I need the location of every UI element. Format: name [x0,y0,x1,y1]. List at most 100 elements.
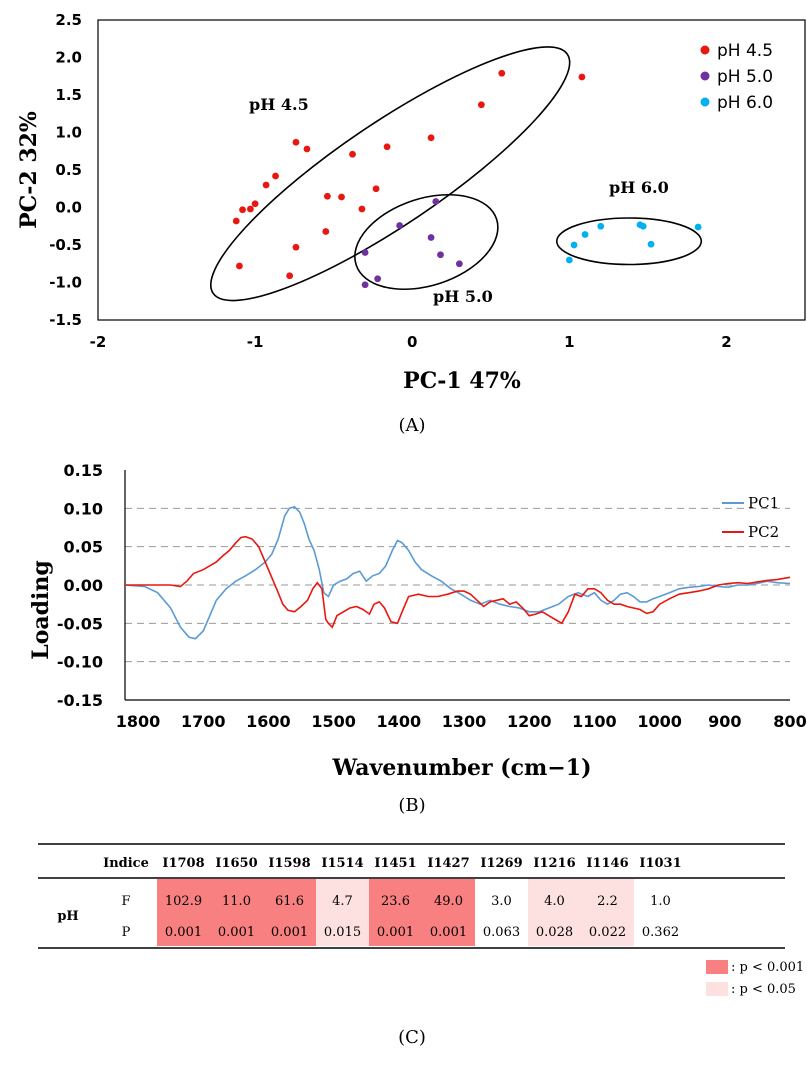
table-cell: 1.0 [650,894,671,909]
y-tick-label-a: -1.0 [49,274,82,292]
scatter-point [239,206,246,214]
significance-cell [316,879,369,946]
legend-a: pH 4.5 pH 5.0 pH 6.0 [700,41,773,113]
scatter-point [272,172,279,180]
legend-label: pH 6.0 [717,93,773,113]
table-column-header: I1269 [480,856,522,871]
scatter-point [427,134,435,142]
x-tick-label-b: 1700 [181,712,226,731]
scatter-point [383,143,391,151]
scatter-point [349,150,356,158]
x-tick-label-b: 1000 [637,712,682,731]
x-axis-title-a: PC-1 47% [403,368,521,394]
table-cell: 23.6 [381,894,410,909]
y-axis-title-a: PC-2 32% [16,111,42,229]
table-cell: 0.001 [165,925,202,940]
legend-c: : p < 0.001: p < 0.05 [706,960,804,997]
scatter-point [236,262,243,270]
y-tick-label-b: 0.00 [64,576,103,595]
legend-swatch [706,960,728,974]
scatter-point [427,234,435,241]
scatter-point [262,181,270,189]
scatter-point [232,217,240,225]
significance-cell [581,879,634,946]
table-cell: 0.362 [642,925,679,940]
table-cell: 0.001 [377,925,414,940]
table-cell: 0.015 [324,925,361,940]
y-axis-title-b: Loading [28,560,54,660]
scatter-point [570,241,578,249]
panel-label-a: (A) [398,415,425,436]
axis-ticks-a: -2 -1 0 1 2 2.5 2.0 1.5 1.0 0.5 0.0 -0.5 -1.0 -1.5 [49,11,731,351]
scatter-point [432,198,440,205]
line-chart-panel-b: 0.15 0.10 0.05 0.00 -0.05 -0.10 -0.15 1800 1700 1… [28,461,807,816]
scatter-point [581,231,589,238]
annotation-ph50: pH 5.0 [433,287,493,306]
scatter-point [292,138,300,146]
table-row-label: F [121,894,130,909]
y-tick-label-a: 1.0 [55,124,82,142]
table-column-header: I1514 [321,856,363,871]
plot-frame-a [97,19,806,321]
y-tick-label-b: -0.10 [57,653,103,672]
y-tick-label-a: -1.5 [49,311,82,329]
x-tick-label-b: 1300 [442,712,487,731]
scatter-point [647,240,655,248]
legend-b: PC1 PC2 [722,494,779,541]
table-column-header: I1598 [268,856,310,871]
table-column-header: I1427 [427,856,469,871]
table-column-header: I1031 [639,856,681,871]
scatter-point [303,145,311,153]
significance-cell [263,879,316,946]
x-tick-label-a: 2 [721,333,731,351]
axis-ticks-b: 0.15 0.10 0.05 0.00 -0.05 -0.10 -0.15 1800 1700 1… [57,461,807,731]
table-column-header: I1216 [533,856,575,871]
x-tick-label-a: -2 [90,333,107,351]
x-tick-label-a: 1 [564,333,574,351]
scatter-point [246,205,254,213]
table-cell: 102.9 [165,894,202,909]
table-header-indice: Indice [103,856,149,871]
significance-cell [369,879,422,946]
cluster-ellipse [555,217,703,266]
scatter-point [361,249,369,256]
scatter-chart-panel-a: -2 -1 0 1 2 2.5 2.0 1.5 1.0 0.5 0.0 -0.5 -1.0 -1.5 pH… [16,11,806,436]
cluster-ellipses [209,46,703,302]
scatter-point [437,251,444,259]
x-axis-title-b: Wavenumber (cm−1) [332,755,592,781]
table-column-header: I1650 [215,856,257,871]
legend-marker [700,45,710,55]
scatter-point [455,260,463,268]
anova-table: Indice I1708 I1650 I1598 I1514 I1451 I1427 I126… [38,843,785,949]
scatter-point [361,281,369,289]
x-tick-label-b: 1500 [311,712,356,731]
y-tick-label-b: 0.10 [64,499,103,518]
x-tick-label-b: 900 [708,712,741,731]
x-tick-label-a: 0 [407,333,417,351]
scatter-point [338,193,345,201]
table-cell: 4.0 [544,894,565,909]
table-cell: 11.0 [222,894,251,909]
scatter-point [286,272,294,280]
scatter-point [374,275,382,283]
y-tick-label-a: 2.5 [55,11,82,29]
table-panel-c: Indice I1708 I1650 I1598 I1514 I1451 I1427 I126… [38,843,804,1048]
panel-label-c: (C) [398,1027,426,1048]
y-tick-label-b: 0.05 [64,538,103,557]
y-tick-label-a: 0.0 [55,199,82,217]
table-cell: 0.022 [589,925,626,940]
scatter-point [292,243,300,251]
legend-marker [700,71,710,81]
scatter-point [358,205,366,213]
significance-cell [157,879,210,946]
y-tick-label-a: 1.5 [55,86,82,104]
significance-cell [528,879,581,946]
table-cell: 0.001 [271,925,308,940]
y-tick-label-b: 0.15 [64,461,103,480]
y-tick-label-b: -0.05 [57,614,103,633]
table-cell: 0.001 [430,925,467,940]
cluster-ellipse [209,46,571,302]
x-tick-label-b: 1100 [572,712,617,731]
loading-lines [124,505,791,640]
table-cell: 0.001 [218,925,255,940]
